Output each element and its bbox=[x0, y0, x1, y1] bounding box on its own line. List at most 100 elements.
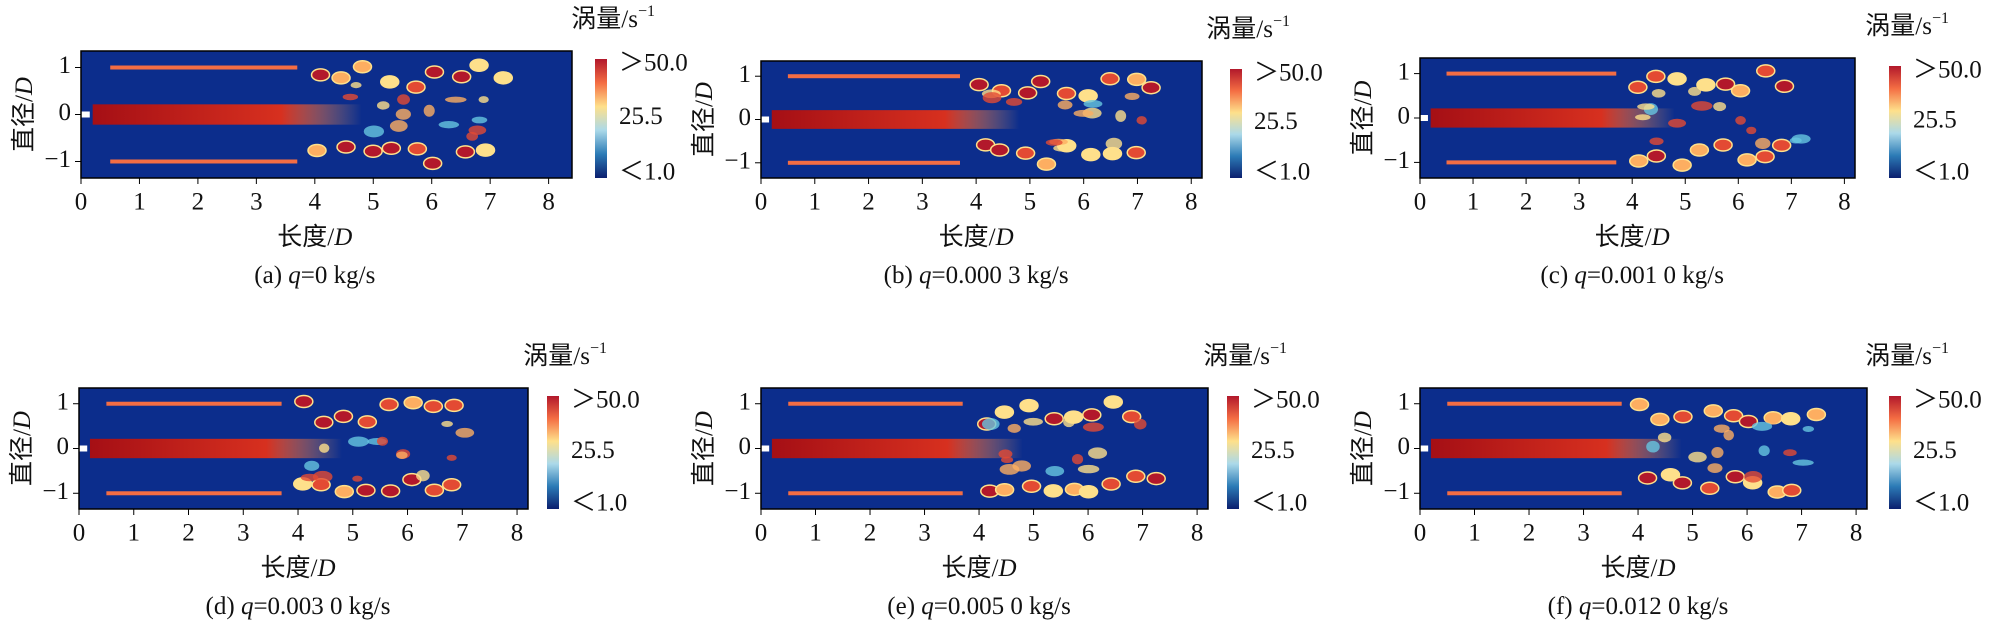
nozzle bbox=[761, 445, 770, 452]
wake bbox=[1755, 137, 1771, 150]
wake bbox=[397, 94, 410, 105]
x-tick-label: 4 bbox=[970, 189, 983, 216]
colorbar-label: ＜1.0 bbox=[571, 490, 627, 517]
colorbar-title-text: 涡量/s bbox=[1865, 342, 1932, 370]
y-tick-label: 0 bbox=[739, 104, 752, 131]
colorbar-label: ＞50.0 bbox=[571, 387, 640, 414]
caption-rest: =0 kg/s bbox=[301, 262, 376, 289]
caption-rest: =0.003 0 kg/s bbox=[253, 593, 390, 620]
y-axis-label-var: D bbox=[9, 411, 36, 430]
vortex bbox=[357, 415, 378, 429]
colorbar-title-sup: −1 bbox=[638, 3, 655, 20]
colorbar-title-text: 涡量/s bbox=[523, 342, 590, 370]
wake bbox=[1751, 421, 1773, 431]
wake bbox=[1045, 139, 1063, 146]
wake bbox=[1007, 423, 1021, 433]
panel: 0 1 2 3 4 5 6 7 810−1长度/D直径/D(c) q=0.001 0 kg/s涡… bbox=[1349, 10, 1982, 289]
x-tick-label: 3 bbox=[916, 189, 929, 216]
y-tick-label: −1 bbox=[42, 478, 69, 505]
x-tick-label: 1 bbox=[1468, 520, 1481, 547]
x-tick-label: 0 bbox=[1414, 189, 1427, 216]
vortex bbox=[336, 140, 356, 154]
wake bbox=[1071, 453, 1084, 465]
vortex bbox=[1672, 158, 1692, 172]
x-axis-label-text: 长度/ bbox=[261, 554, 318, 582]
shear-layer bbox=[1446, 160, 1617, 165]
wake bbox=[1713, 101, 1727, 112]
caption-var: q bbox=[288, 262, 301, 289]
vortex bbox=[331, 71, 351, 85]
wake bbox=[1105, 137, 1123, 150]
wake bbox=[348, 436, 369, 447]
x-tick-label: 1 bbox=[128, 520, 141, 547]
wake bbox=[445, 96, 467, 103]
x-axis-label-text: 长度/ bbox=[1595, 223, 1652, 251]
x-tick-label: 4 bbox=[309, 189, 322, 216]
x-axis-label-var: D bbox=[1651, 224, 1670, 251]
colorbar-label: ＜1.0 bbox=[1913, 159, 1969, 186]
y-axis-label-var: D bbox=[691, 82, 718, 101]
wake bbox=[1791, 134, 1811, 144]
nozzle bbox=[1420, 445, 1429, 452]
vortex bbox=[422, 156, 443, 171]
wake bbox=[300, 473, 319, 482]
vortex bbox=[310, 68, 331, 82]
caption-var: q bbox=[921, 593, 934, 620]
wake bbox=[1746, 126, 1757, 135]
wake bbox=[1646, 440, 1660, 453]
y-axis-label: 直径/D bbox=[1349, 411, 1377, 486]
shear-layer bbox=[106, 491, 282, 496]
wake bbox=[319, 443, 330, 453]
y-tick-label: −1 bbox=[724, 478, 751, 505]
x-tick-label: 2 bbox=[1523, 520, 1536, 547]
vortex bbox=[352, 60, 373, 74]
vortex bbox=[1146, 471, 1166, 486]
vortex bbox=[424, 65, 445, 79]
wake bbox=[1792, 459, 1814, 466]
vortex bbox=[380, 75, 400, 89]
colorbar-label: ＞50.0 bbox=[1913, 57, 1982, 84]
vortex bbox=[1101, 477, 1121, 491]
wake bbox=[363, 125, 385, 138]
x-axis-label-text: 长度/ bbox=[1601, 554, 1658, 582]
nozzle bbox=[81, 111, 90, 118]
vortex bbox=[1126, 469, 1146, 484]
colorbar-label: ＜1.0 bbox=[619, 159, 675, 186]
shear-layer bbox=[787, 74, 960, 79]
x-tick-label: 1 bbox=[809, 520, 822, 547]
panel: 0 1 2 3 4 5 6 7 810−1长度/D直径/D(e) q=0.005 0 kg/s涡… bbox=[690, 340, 1320, 620]
vortex bbox=[1756, 64, 1776, 78]
colorbar-title-text: 涡量/s bbox=[1865, 12, 1932, 40]
wake bbox=[1063, 417, 1075, 428]
vortex bbox=[307, 143, 327, 158]
wake bbox=[1765, 415, 1780, 425]
vortex bbox=[1667, 72, 1687, 86]
x-tick-label: 1 bbox=[1467, 189, 1480, 216]
vortex bbox=[1043, 484, 1064, 498]
wake bbox=[1758, 445, 1770, 457]
colorbar bbox=[595, 59, 607, 178]
colorbar-label: 25.5 bbox=[1913, 437, 1957, 464]
x-tick-label: 8 bbox=[1838, 189, 1851, 216]
vortex bbox=[455, 145, 476, 159]
vortex bbox=[1715, 77, 1736, 91]
wake bbox=[342, 93, 359, 101]
shear-layer bbox=[788, 401, 963, 406]
caption-id: (e) bbox=[887, 593, 915, 620]
x-tick-label: 2 bbox=[864, 520, 877, 547]
vortex bbox=[1121, 409, 1142, 424]
colorbar-label: ＞50.0 bbox=[1254, 60, 1323, 87]
wake bbox=[1688, 86, 1702, 96]
y-axis-label-var: D bbox=[691, 411, 718, 430]
y-axis-label: 直径/D bbox=[10, 77, 38, 152]
wake bbox=[1115, 110, 1127, 122]
shear-layer bbox=[106, 401, 282, 406]
x-tick-label: 7 bbox=[1131, 189, 1144, 216]
colorbar-title-sup: −1 bbox=[1273, 13, 1290, 30]
vortex bbox=[407, 142, 428, 156]
colorbar-label: ＜1.0 bbox=[1913, 490, 1969, 517]
wake bbox=[1783, 449, 1797, 457]
panel: 0 1 2 3 4 5 6 7 810−1长度/D直径/D(f) q=0.012 0 kg/s涡… bbox=[1349, 340, 1982, 620]
colorbar-title-text: 涡量/s bbox=[1206, 15, 1273, 43]
y-tick-label: 1 bbox=[1398, 388, 1411, 415]
